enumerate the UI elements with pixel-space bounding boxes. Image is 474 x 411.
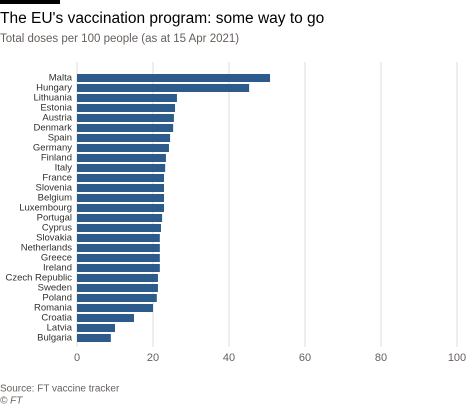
y-tick-label: Bulgaria: [37, 333, 73, 344]
bar: [77, 214, 163, 222]
source: Source: FT vaccine tracker: [0, 384, 120, 395]
y-tick-label: Estonia: [40, 103, 72, 114]
y-tick-label: Romania: [34, 303, 73, 314]
y-tick-label: Czech Republic: [5, 273, 72, 284]
y-tick-label: Cyprus: [42, 223, 72, 234]
y-tick-label: Croatia: [41, 313, 72, 324]
chart-subtitle: Total doses per 100 people (as at 15 Apr…: [0, 33, 239, 45]
bar: [77, 294, 157, 302]
bar: [77, 224, 161, 232]
y-tick-label: Germany: [33, 143, 72, 154]
y-tick-label: Netherlands: [21, 243, 72, 254]
bar: [77, 74, 271, 82]
bar: [77, 124, 174, 132]
bar: [77, 284, 158, 292]
x-tick-label: 0: [74, 352, 80, 364]
y-tick-label: Luxembourg: [19, 203, 72, 214]
chart-title: The EU's vaccination program: some way t…: [0, 10, 324, 27]
y-tick-label: Slovakia: [36, 233, 73, 244]
bar: [77, 314, 134, 322]
y-tick-label: Slovenia: [36, 183, 73, 194]
bar: [77, 234, 160, 242]
bar: [77, 104, 176, 112]
x-tick-label: 100: [448, 352, 466, 364]
bar: [77, 114, 174, 122]
bar: [77, 174, 165, 182]
bar: [77, 184, 165, 192]
bar: [77, 274, 158, 282]
y-tick-label: Sweden: [38, 283, 72, 294]
y-tick-label: France: [42, 173, 72, 184]
bar: [77, 324, 115, 332]
bar: [77, 134, 171, 142]
y-tick-label: Spain: [48, 133, 72, 144]
y-tick-label: Lithuania: [33, 93, 72, 104]
x-tick-label: 80: [375, 352, 387, 364]
y-tick-label: Latvia: [47, 323, 73, 334]
y-tick-label: Portugal: [37, 213, 72, 224]
y-tick-label: Belgium: [38, 193, 72, 204]
bar: [77, 84, 250, 92]
bar: [77, 144, 169, 152]
y-tick-label: Poland: [42, 293, 72, 304]
x-tick-label: 20: [147, 352, 159, 364]
y-tick-label: Austria: [42, 113, 72, 124]
bar: [77, 154, 166, 162]
y-tick-label: Greece: [41, 253, 72, 264]
y-tick-label: Denmark: [33, 123, 72, 134]
y-tick-label: Malta: [49, 73, 73, 84]
y-tick-label: Ireland: [43, 263, 72, 274]
credit: © FT: [0, 396, 23, 407]
bar: [77, 204, 165, 212]
bar: [77, 94, 177, 102]
y-tick-label: Italy: [55, 163, 73, 174]
bar: [77, 244, 160, 252]
y-tick-label: Finland: [41, 153, 72, 164]
x-tick-label: 40: [223, 352, 235, 364]
brand-bar: [0, 0, 60, 4]
bar: [77, 264, 160, 272]
x-tick-label: 60: [299, 352, 311, 364]
bar: [77, 334, 111, 342]
bar: [77, 164, 166, 172]
bar: [77, 194, 165, 202]
bar: [77, 254, 160, 262]
y-tick-label: Hungary: [36, 83, 72, 94]
bar: [77, 304, 153, 312]
